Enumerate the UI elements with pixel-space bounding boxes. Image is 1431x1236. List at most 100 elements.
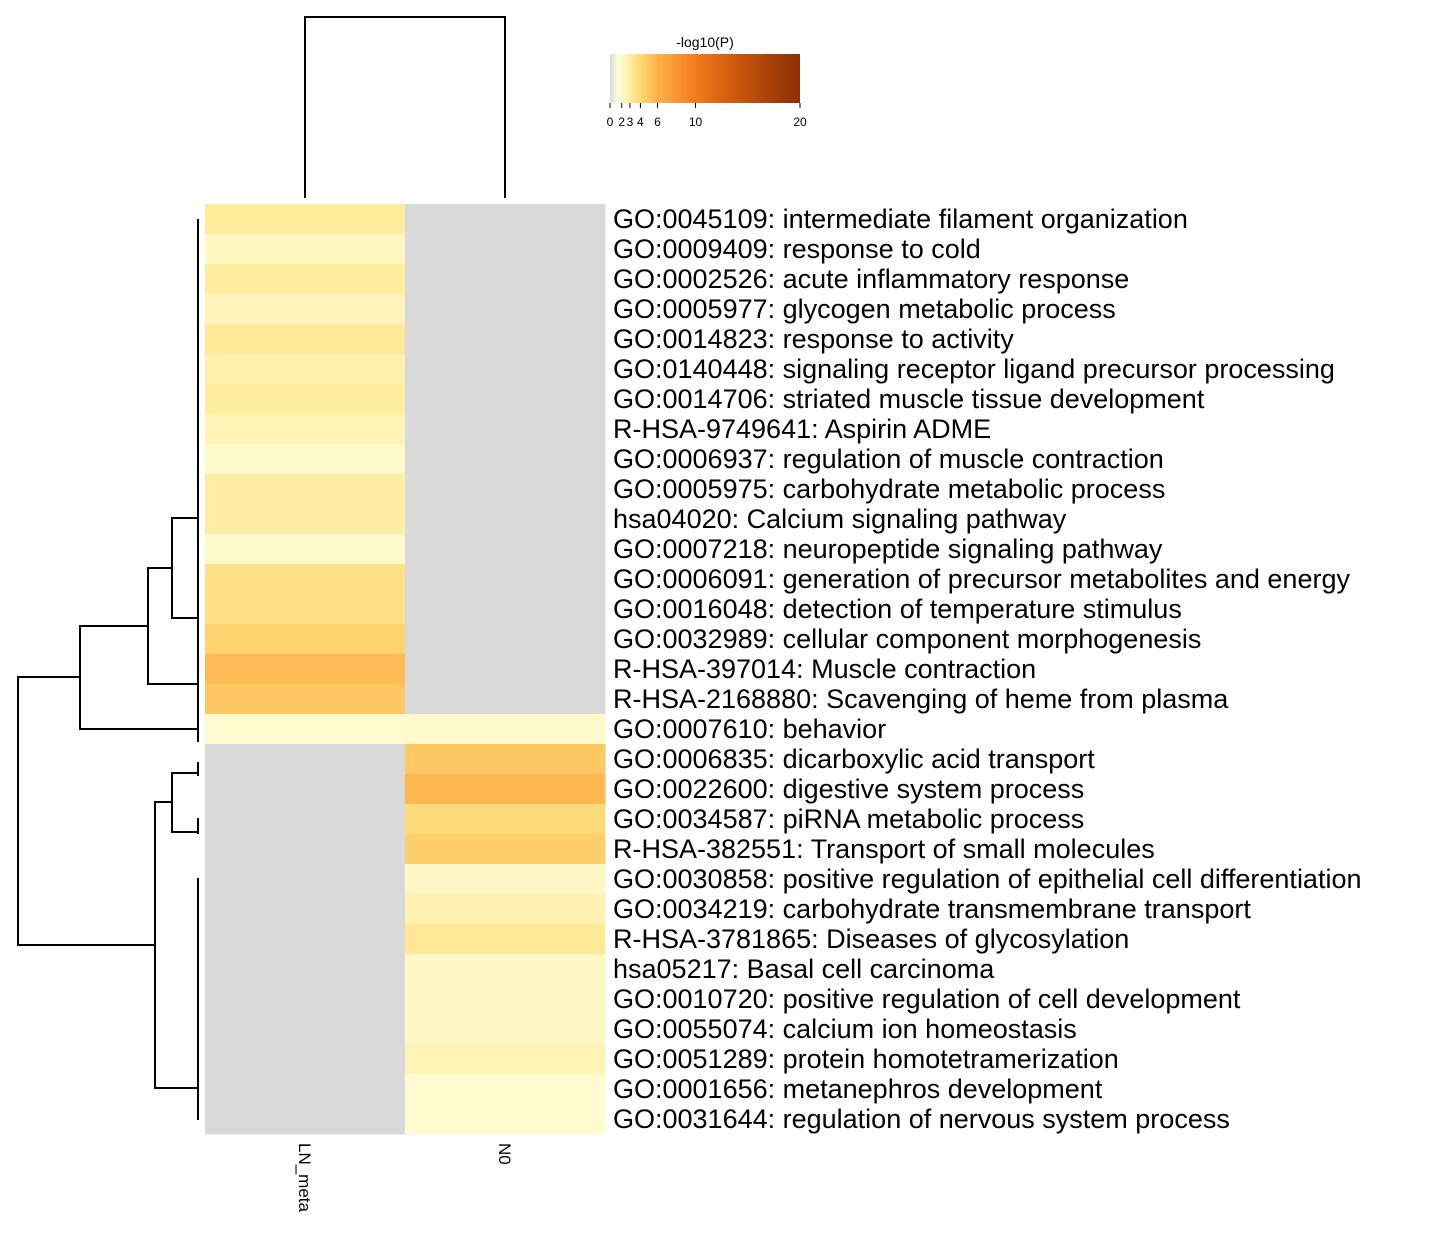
heatmap-cell [405,744,606,775]
heatmap-cell [205,714,406,745]
row-label: GO:0032989: cellular component morphogen… [613,624,1201,654]
row-dendrogram-link-c [79,625,198,730]
heatmap-cell [205,504,406,535]
colorbar-title: -log10(P) [676,34,734,50]
row-label: R-HSA-9749641: Aspirin ADME [613,414,991,444]
heatmap-cell [405,624,606,655]
heatmap-cell [405,894,606,925]
row-dendrogram-link-d [171,772,198,833]
row-label: GO:0016048: detection of temperature sti… [613,594,1182,624]
heatmap-cell [205,414,406,445]
heatmap-cell [405,1104,606,1135]
heatmap-cell [405,564,606,595]
heatmap-cell [205,234,406,265]
heatmap-cell [205,984,406,1015]
row-label: GO:0034219: carbohydrate transmembrane t… [613,894,1251,924]
row-dendrogram [17,219,199,1120]
row-label: GO:0030858: positive regulation of epith… [613,864,1362,894]
row-label: GO:0022600: digestive system process [613,774,1084,804]
heatmap-cell [405,444,606,475]
row-label: GO:0005975: carbohydrate metabolic proce… [613,474,1165,504]
row-dendrogram-link-a [171,517,198,619]
row-label: R-HSA-382551: Transport of small molecul… [613,834,1155,864]
row-label: GO:0045109: intermediate filament organi… [613,204,1188,234]
heatmap-cell [205,834,406,865]
row-label: GO:0055074: calcium ion homeostasis [613,1014,1077,1044]
heatmap-cell [405,864,606,895]
heatmap-cell [205,564,406,595]
heatmap-cell [205,774,406,805]
heatmap-cell [205,594,406,625]
row-dendrogram-link-f [17,676,155,946]
heatmap-cell [205,474,406,505]
heatmap-cell [405,234,606,265]
heatmap-cell [405,534,606,565]
heatmap-cell [405,834,606,865]
heatmap-cell [205,1014,406,1045]
heatmap-cell [205,354,406,385]
heatmap-cell [405,984,606,1015]
heatmap-cell [405,324,606,355]
column-dendrogram [304,16,506,198]
colorbar-tick-label: 10 [689,115,703,129]
heatmap-cell [205,1074,406,1105]
row-dendrogram-link-e [154,801,198,1089]
row-label: GO:0007610: behavior [613,714,886,744]
heatmap-cell [205,864,406,895]
heatmap-cell [405,1014,606,1045]
row-label: GO:0006937: regulation of muscle contrac… [613,444,1164,474]
heatmap-cell [405,954,606,985]
row-label: GO:0031644: regulation of nervous system… [613,1104,1230,1134]
heatmap-cell [205,744,406,775]
heatmap-cell [205,204,406,235]
row-label: GO:0140448: signaling receptor ligand pr… [613,354,1335,384]
colorbar-ticks: 0 2 3 4 6 10 20 [607,103,807,129]
heatmap-cell [405,264,606,295]
row-label: GO:0001656: metanephros development [613,1074,1103,1104]
heatmap-cell [205,384,406,415]
heatmap-cell [405,474,606,505]
heatmap-cells [205,204,606,1135]
heatmap-cell [205,954,406,985]
row-label: GO:0010720: positive regulation of cell … [613,984,1241,1014]
heatmap-cell [405,924,606,955]
heatmap-cell [205,1104,406,1135]
row-label: hsa05217: Basal cell carcinoma [613,954,995,984]
colorbar-gradient [610,54,800,103]
heatmap-cell [205,264,406,295]
column-label: N0 [495,1143,514,1165]
heatmap-cell [405,654,606,685]
heatmap-cell [205,804,406,835]
colorbar-tick-label: 2 [618,115,625,129]
colorbar-tick-label: 6 [654,115,661,129]
heatmap-cell [205,924,406,955]
heatmap-cell [205,534,406,565]
colorbar-tick-label: 4 [637,115,644,129]
heatmap-cell [405,684,606,715]
row-label: R-HSA-2168880: Scavenging of heme from p… [613,684,1229,714]
heatmap-cell [405,774,606,805]
heatmap-cell [405,504,606,535]
row-label: GO:0006835: dicarboxylic acid transport [613,744,1095,774]
column-dendrogram-link [304,16,506,198]
heatmap-cell [205,684,406,715]
heatmap-cell [405,384,606,415]
column-label: LN_meta [295,1143,314,1213]
row-label: R-HSA-3781865: Diseases of glycosylation [613,924,1129,954]
row-label: GO:0002526: acute inflammatory response [613,264,1129,294]
heatmap-cell [405,354,606,385]
row-label: GO:0006091: generation of precursor meta… [613,564,1350,594]
row-label: GO:0009409: response to cold [613,234,981,264]
colorbar-tick-label: 20 [793,115,807,129]
heatmap-cell [205,1044,406,1075]
heatmap-cell [405,1044,606,1075]
row-label: hsa04020: Calcium signaling pathway [613,504,1067,534]
heatmap-cell [205,894,406,925]
row-label: GO:0051289: protein homotetramerization [613,1044,1119,1074]
heatmap-cell [205,324,406,355]
heatmap-cell [205,624,406,655]
heatmap-cell [405,294,606,325]
heatmap-cell [405,1074,606,1105]
colorbar: -log10(P) 0 2 3 4 6 10 20 [607,34,807,129]
